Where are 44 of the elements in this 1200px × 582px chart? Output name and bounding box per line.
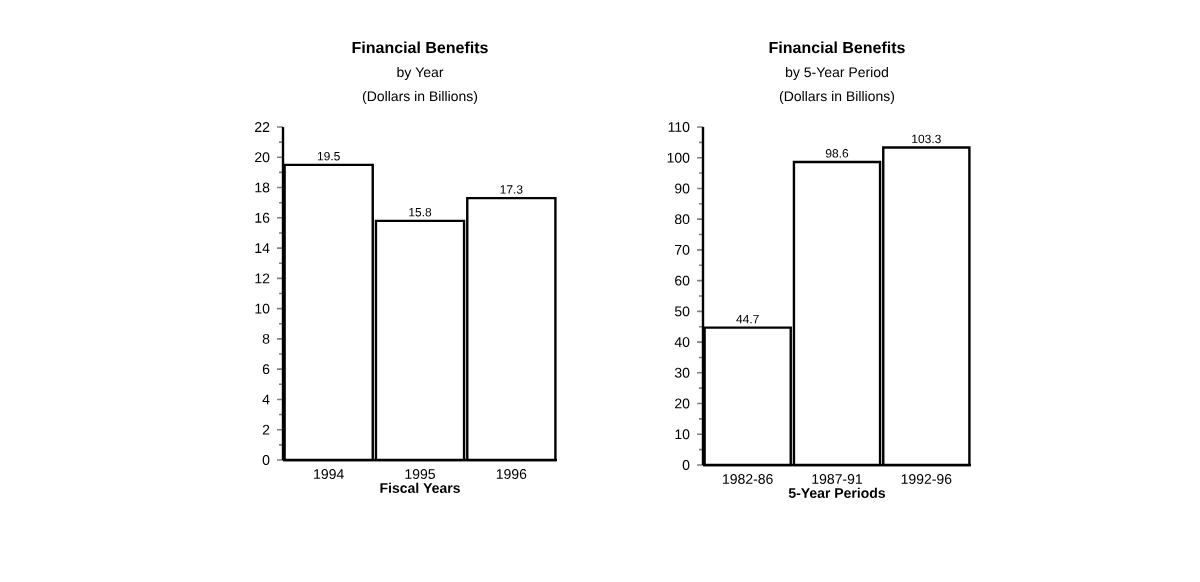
x-tick-label: 1982-86 bbox=[723, 474, 773, 484]
y-tick-label: 70 bbox=[675, 244, 690, 255]
y-tick-label: 16 bbox=[255, 212, 270, 223]
y-tick-label: 90 bbox=[675, 183, 690, 194]
y-tick-label: 50 bbox=[674, 306, 690, 317]
y-tick-label: 6 bbox=[262, 364, 270, 375]
x-tick-label: 1995 bbox=[405, 469, 435, 479]
y-tick-label: 18 bbox=[255, 182, 270, 193]
y-tick-label: 10 bbox=[675, 429, 690, 440]
data-label: 103.3 bbox=[912, 134, 941, 144]
y-tick-label: 40 bbox=[674, 337, 690, 348]
y-tick-label: 8 bbox=[262, 333, 270, 344]
data-label: 44.7 bbox=[736, 314, 759, 324]
y-tick-label: 14 bbox=[255, 243, 270, 253]
y-tick-label: 80 bbox=[674, 214, 690, 225]
data-label: 98.6 bbox=[825, 149, 849, 158]
chart-subtitle: by 5-Year Period bbox=[786, 66, 888, 80]
y-tick-label: 20 bbox=[255, 152, 270, 163]
x-tick-label: 1994 bbox=[314, 469, 344, 479]
y-tick-label: 100 bbox=[667, 152, 690, 163]
chart-title: Financial Benefits bbox=[769, 41, 905, 54]
x-axis-title: 5-Year Periods bbox=[788, 487, 886, 498]
y-tick-label: 20 bbox=[675, 398, 690, 409]
y-tick-label: 0 bbox=[262, 455, 270, 465]
text: (Dollars in Billions) bbox=[779, 90, 895, 104]
y-tick-label: 0 bbox=[682, 460, 690, 470]
chart-subtitle: by Year bbox=[397, 66, 444, 80]
y-tick-label: 110 bbox=[668, 122, 690, 132]
data-label: 17.3 bbox=[500, 185, 523, 194]
y-tick-label: 12 bbox=[255, 273, 270, 284]
x-axis-title: Fiscal Years bbox=[380, 482, 460, 493]
y-tick-label: 30 bbox=[674, 367, 690, 378]
x-tick-label: 1996 bbox=[496, 469, 527, 479]
chart-title: Financial Benefits bbox=[352, 41, 488, 54]
y-tick-label: 22 bbox=[255, 122, 270, 132]
y-tick-label: 60 bbox=[675, 275, 690, 286]
y-tick-label: 2 bbox=[262, 424, 270, 435]
x-tick-label: 1992-96 bbox=[901, 474, 952, 484]
y-tick-label: 10 bbox=[255, 303, 270, 314]
y-tick-label: 4 bbox=[262, 394, 270, 405]
data-label: 19.5 bbox=[317, 151, 340, 161]
x-tick-label: 1987-91 bbox=[812, 474, 862, 484]
data-label: 15.8 bbox=[409, 207, 432, 217]
text: (Dollars in Billions) bbox=[362, 90, 478, 104]
